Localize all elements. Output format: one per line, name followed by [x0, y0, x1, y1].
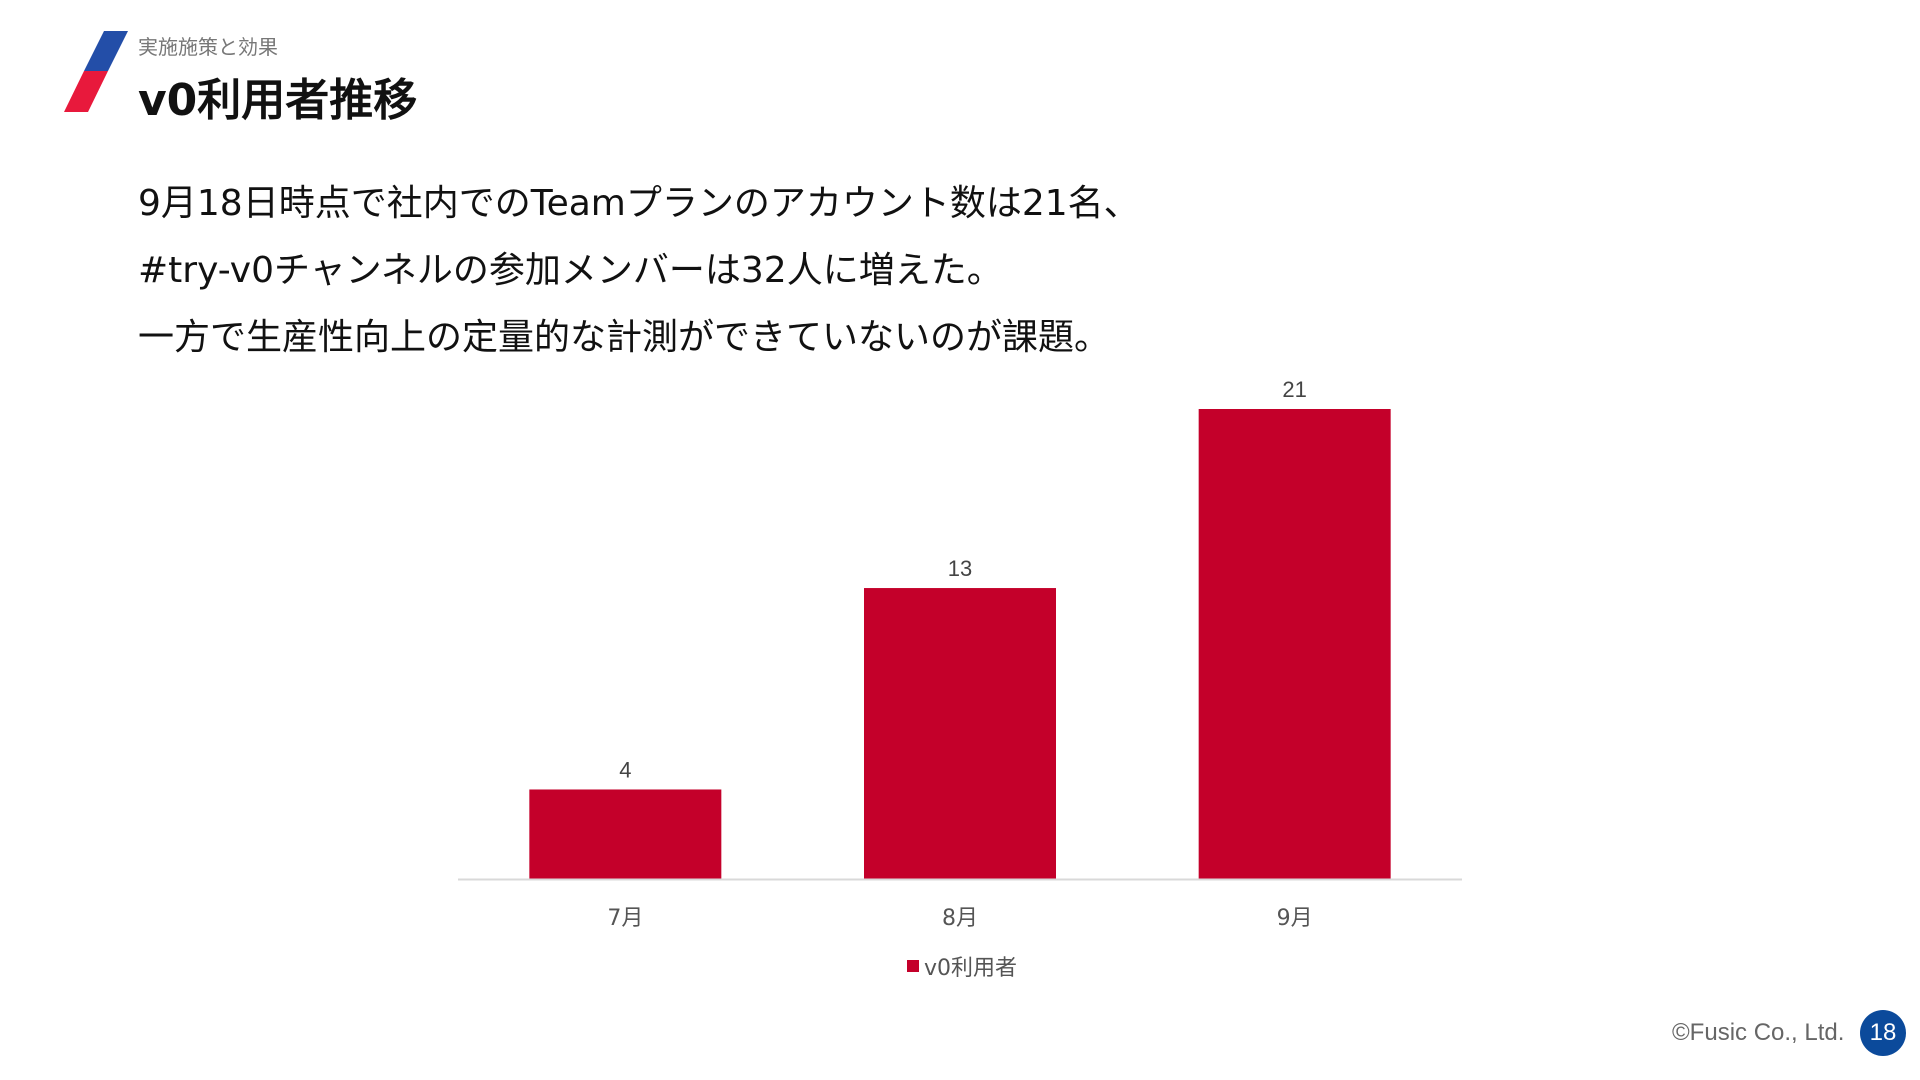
category-label: 9月 — [1277, 906, 1313, 931]
data-label: 21 — [1282, 377, 1306, 402]
data-label: 4 — [619, 757, 631, 782]
copyright: ©Fusic Co., Ltd. — [1672, 1019, 1845, 1046]
bar — [529, 789, 722, 879]
page-number-badge: 18 — [1860, 1010, 1906, 1056]
legend-label: v0利用者 — [924, 956, 1017, 981]
category-label: 7月 — [607, 906, 643, 931]
summary-line: 9月18日時点で社内でのTeamプランのアカウント数は21名、 — [138, 183, 1140, 224]
page-title: v0利用者推移 — [138, 75, 418, 126]
summary-text: 9月18日時点で社内でのTeamプランのアカウント数は21名、 #try-v0チ… — [138, 170, 1140, 371]
bar — [1198, 409, 1391, 879]
summary-line: #try-v0チャンネルの参加メンバーは32人に増えた。 — [138, 250, 1003, 291]
summary-line: 一方で生産性向上の定量的な計測ができていないのが課題。 — [138, 317, 1111, 358]
section-label: 実施施策と効果 — [138, 35, 278, 59]
bar — [864, 588, 1056, 879]
data-label: 13 — [948, 556, 972, 581]
brand-slash-logo — [64, 31, 128, 112]
category-label: 8月 — [942, 906, 978, 931]
legend-swatch — [907, 960, 919, 972]
